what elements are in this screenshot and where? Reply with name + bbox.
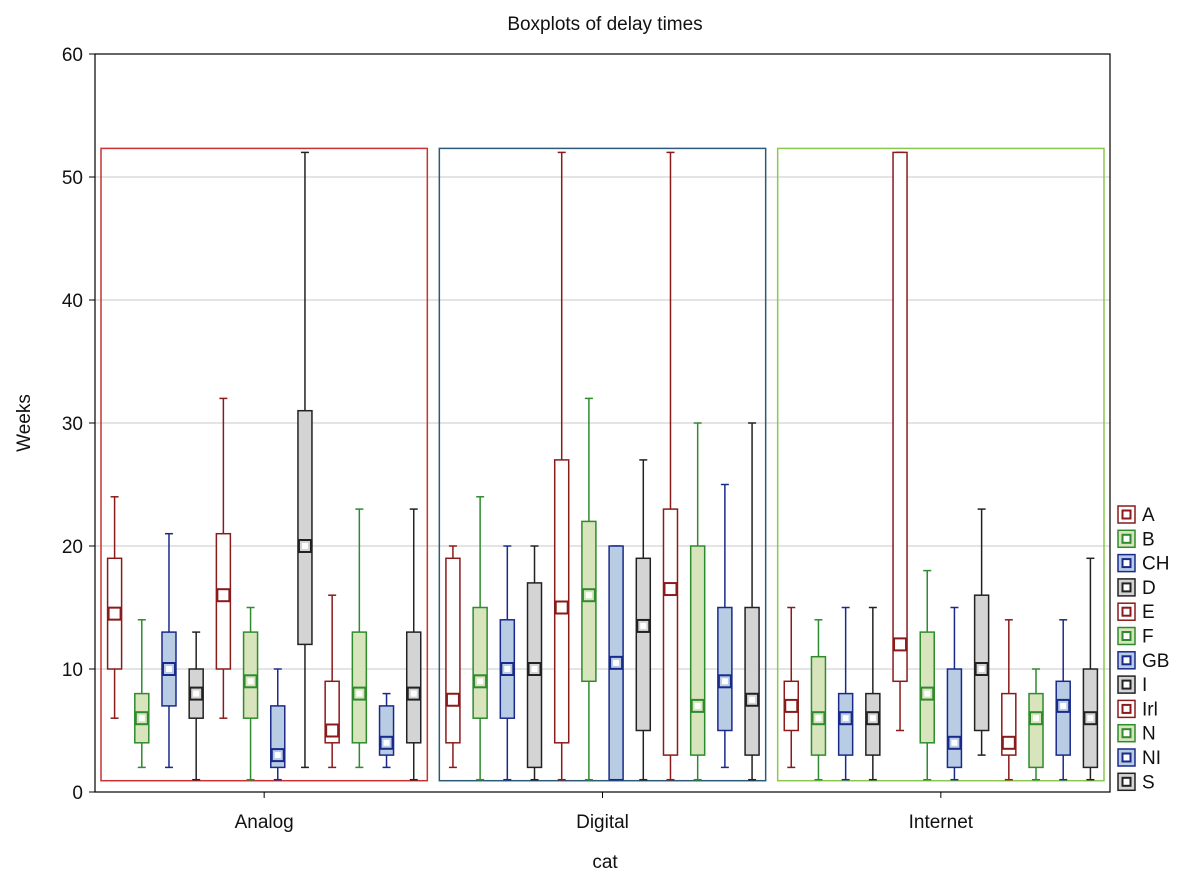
median-marker-center xyxy=(111,610,118,617)
y-axis-title: Weeks xyxy=(14,394,35,452)
median-marker-center xyxy=(815,715,822,722)
y-tick-label: 20 xyxy=(62,537,83,558)
legend-swatch-marker xyxy=(1121,776,1132,787)
x-tick-label: Internet xyxy=(909,812,974,833)
box-irl-digital xyxy=(662,508,679,756)
x-tick-label: Analog xyxy=(235,812,294,833)
legend-label: F xyxy=(1142,627,1154,648)
legend-swatch-marker xyxy=(1121,679,1132,690)
median-marker-center xyxy=(193,690,200,697)
box-b-digital xyxy=(472,606,488,719)
median-marker-center xyxy=(721,678,728,685)
legend-label: GB xyxy=(1142,651,1169,672)
y-tick-label: 0 xyxy=(72,783,83,804)
median-marker-center xyxy=(558,604,565,611)
median-marker-center xyxy=(951,739,958,746)
y-tick-label: 50 xyxy=(62,168,83,189)
median-marker-center xyxy=(842,715,849,722)
legend-swatch-marker xyxy=(1121,728,1132,739)
box-n-internet xyxy=(1028,692,1044,769)
median-marker-center xyxy=(978,666,985,672)
median-marker-center xyxy=(897,641,904,648)
median-marker-center xyxy=(504,666,511,672)
y-tick-label: 60 xyxy=(62,45,83,66)
legend-swatch-marker xyxy=(1121,631,1132,641)
legend-swatch-marker xyxy=(1121,752,1132,763)
median-marker-center xyxy=(788,702,795,709)
median-marker-center xyxy=(1060,702,1067,709)
median-marker-center xyxy=(1033,715,1040,722)
legend-label: S xyxy=(1142,772,1155,793)
median-marker-center xyxy=(301,543,308,549)
median-marker-center xyxy=(383,739,390,746)
median-marker-center xyxy=(449,696,456,703)
median-marker-center xyxy=(356,690,363,697)
legend-swatch-marker xyxy=(1121,533,1132,544)
legend-label: NI xyxy=(1142,748,1161,769)
y-tick-label: 40 xyxy=(62,291,83,312)
y-tick-label: 10 xyxy=(62,660,83,681)
x-tick-label: Digital xyxy=(576,812,629,833)
median-marker-center xyxy=(924,690,931,697)
legend-label: D xyxy=(1142,578,1156,599)
legend-label: Irl xyxy=(1142,699,1158,720)
median-marker-center xyxy=(329,727,336,734)
legend-swatch-marker xyxy=(1121,509,1132,520)
median-marker-center xyxy=(613,659,620,666)
median-marker-center xyxy=(869,715,876,722)
legend: AB CH DEF GB I Irl N NI S xyxy=(1117,505,1169,793)
group-box-internet xyxy=(776,147,1105,782)
group-box-digital xyxy=(438,147,767,782)
legend-swatch-marker xyxy=(1121,655,1132,666)
median-marker-center xyxy=(640,622,647,629)
box-i-analog xyxy=(297,409,313,646)
median-marker-center xyxy=(585,592,592,599)
legend-swatch-marker xyxy=(1121,582,1132,593)
median-marker-center xyxy=(531,666,538,672)
box-a-digital xyxy=(445,557,461,744)
median-marker-center xyxy=(694,702,701,709)
median-marker-center xyxy=(1005,739,1012,746)
legend-label: E xyxy=(1142,602,1155,623)
legend-swatch-marker xyxy=(1121,703,1132,714)
median-marker-center xyxy=(165,666,172,672)
group-box-analog xyxy=(100,147,429,782)
box-ni-internet xyxy=(1055,680,1071,756)
median-marker-center xyxy=(749,696,756,703)
box-e-internet xyxy=(892,151,908,683)
median-marker-center xyxy=(247,678,254,685)
legend-swatch-marker xyxy=(1121,558,1132,569)
legend-label: B xyxy=(1142,529,1155,550)
x-axis-title: cat xyxy=(592,852,618,873)
box-gb-internet xyxy=(946,668,963,769)
y-tick-label: 30 xyxy=(62,414,83,435)
median-marker-center xyxy=(410,690,417,697)
chart-title: Boxplots of delay times xyxy=(507,14,702,35)
legend-swatch-marker xyxy=(1121,606,1132,617)
median-marker-center xyxy=(220,592,227,599)
median-marker-center xyxy=(477,678,484,685)
box-b-internet xyxy=(810,655,827,756)
box-i-digital xyxy=(635,557,652,732)
legend-label: CH xyxy=(1142,554,1169,575)
legend-label: A xyxy=(1142,505,1155,526)
box-n-digital xyxy=(689,545,706,756)
legend-label: N xyxy=(1142,724,1156,745)
median-marker-center xyxy=(274,752,281,759)
box-ni-digital xyxy=(717,606,733,732)
legend-label: I xyxy=(1142,675,1147,696)
median-marker-center xyxy=(667,586,674,593)
box-s-digital xyxy=(744,606,760,756)
median-marker-center xyxy=(138,715,145,722)
median-marker-center xyxy=(1087,715,1094,722)
